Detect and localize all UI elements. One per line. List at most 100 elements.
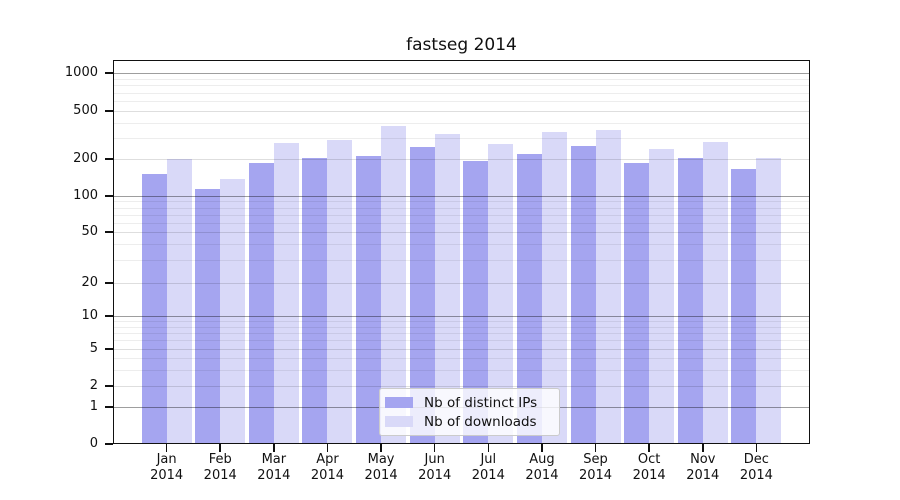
x-label-month: Oct	[637, 452, 661, 467]
gridline-70	[113, 214, 810, 216]
bar-apr-nb-of-distinct-ips	[302, 157, 328, 444]
gridline-60	[113, 222, 810, 224]
chart-title: fastseg 2014	[406, 35, 517, 55]
x-label-year: 2014	[632, 468, 666, 483]
gridline-300	[113, 137, 810, 139]
x-tick-label-apr: Apr 2014	[297, 452, 357, 484]
y-tick-label-10: 10	[81, 308, 98, 323]
x-label-month: Jun	[424, 452, 445, 467]
y-tick-label-5: 5	[89, 341, 98, 356]
x-label-year: 2014	[739, 468, 773, 483]
y-tick-0	[105, 443, 113, 445]
x-label-year: 2014	[150, 468, 184, 483]
gridline-3	[113, 369, 810, 371]
y-tick-1000	[105, 72, 113, 74]
x-label-year: 2014	[203, 468, 237, 483]
x-tick-jan	[165, 444, 168, 452]
gridline-10	[113, 316, 810, 317]
x-label-month: Nov	[690, 452, 716, 467]
x-label-month: May	[367, 452, 395, 467]
gridline-90	[113, 201, 810, 203]
gridline-900	[113, 78, 810, 80]
gridline-1000	[113, 73, 810, 74]
y-tick-label-0: 0	[89, 436, 98, 451]
bar-dec-nb-of-distinct-ips	[731, 168, 757, 444]
gridline-100	[113, 196, 810, 197]
x-tick-label-nov: Nov 2014	[673, 452, 733, 484]
y-tick-1	[105, 406, 113, 408]
gridline-9	[113, 321, 810, 323]
bar-sep-nb-of-distinct-ips	[570, 146, 596, 444]
x-tick-jun	[433, 444, 436, 452]
legend: Nb of distinct IPs Nb of downloads	[379, 388, 560, 436]
x-tick-label-jan: Jan 2014	[137, 452, 197, 484]
gridline-2	[113, 386, 810, 387]
x-tick-label-may: May 2014	[351, 452, 411, 484]
x-tick-label-jul: Jul 2014	[458, 452, 518, 484]
legend-label-nb-of-downloads: Nb of downloads	[424, 413, 537, 430]
x-tick-mar	[273, 444, 275, 452]
bar-mar-nb-of-distinct-ips	[248, 163, 274, 444]
legend-label-nb-of-distinct-ips: Nb of distinct IPs	[424, 394, 538, 411]
y-tick-20	[105, 282, 113, 284]
x-tick-apr	[326, 444, 329, 452]
legend-swatch-nb-of-downloads	[385, 416, 413, 427]
x-label-month: Dec	[743, 452, 769, 467]
legend-swatch-nb-of-distinct-ips	[385, 397, 413, 408]
gridline-500	[113, 111, 810, 112]
gridline-7	[113, 332, 810, 334]
gridline-6	[113, 340, 810, 342]
x-label-month: Mar	[261, 452, 287, 467]
y-tick-label-50: 50	[81, 224, 98, 239]
x-tick-aug	[541, 444, 543, 452]
y-tick-10	[105, 315, 113, 317]
y-tick-label-20: 20	[81, 275, 98, 290]
x-label-month: Apr	[316, 452, 339, 467]
y-tick-5	[105, 348, 113, 350]
gridline-8	[113, 326, 810, 328]
legend-item-nb-of-downloads: Nb of downloads	[385, 412, 555, 431]
bar-mar-nb-of-downloads	[273, 143, 299, 444]
gridline-200	[113, 159, 810, 160]
x-label-month: Feb	[208, 452, 232, 467]
gridline-50	[113, 232, 810, 233]
y-tick-2	[105, 385, 113, 387]
y-tick-label-100: 100	[73, 188, 98, 203]
x-tick-label-mar: Mar 2014	[244, 452, 304, 484]
x-tick-label-oct: Oct 2014	[619, 452, 679, 484]
gridline-30	[113, 260, 810, 262]
x-tick-label-feb: Feb 2014	[190, 452, 250, 484]
x-label-year: 2014	[686, 468, 720, 483]
x-label-year: 2014	[364, 468, 398, 483]
x-label-year: 2014	[578, 468, 613, 483]
bar-oct-nb-of-distinct-ips	[624, 163, 650, 444]
y-tick-label-1000: 1000	[64, 65, 98, 80]
gridline-4	[113, 358, 810, 359]
x-tick-may	[380, 444, 382, 452]
gridline-800	[113, 85, 810, 87]
bar-feb-nb-of-downloads	[220, 178, 246, 444]
x-tick-label-sep: Sep 2014	[566, 452, 626, 484]
bar-sep-nb-of-downloads	[595, 129, 621, 444]
gridline-20	[113, 283, 810, 284]
gridline-80	[113, 207, 810, 209]
gridline-5	[113, 349, 810, 350]
bar-jan-nb-of-distinct-ips	[141, 174, 167, 444]
gridline-40	[113, 244, 810, 246]
bar-nov-nb-of-downloads	[702, 142, 728, 444]
plot-area	[113, 60, 810, 444]
y-tick-200	[105, 158, 113, 160]
x-label-year: 2014	[257, 468, 291, 483]
x-label-year: 2014	[525, 468, 559, 483]
x-tick-dec	[755, 444, 758, 452]
x-label-month: Aug	[529, 452, 555, 467]
y-tick-label-1: 1	[89, 399, 98, 414]
gridline-600	[113, 101, 810, 102]
x-tick-oct	[648, 444, 650, 452]
y-tick-50	[105, 231, 113, 233]
y-tick-100	[105, 195, 113, 197]
bar-jan-nb-of-downloads	[166, 159, 192, 444]
y-tick-500	[105, 110, 113, 112]
x-tick-label-aug: Aug 2014	[512, 452, 572, 484]
